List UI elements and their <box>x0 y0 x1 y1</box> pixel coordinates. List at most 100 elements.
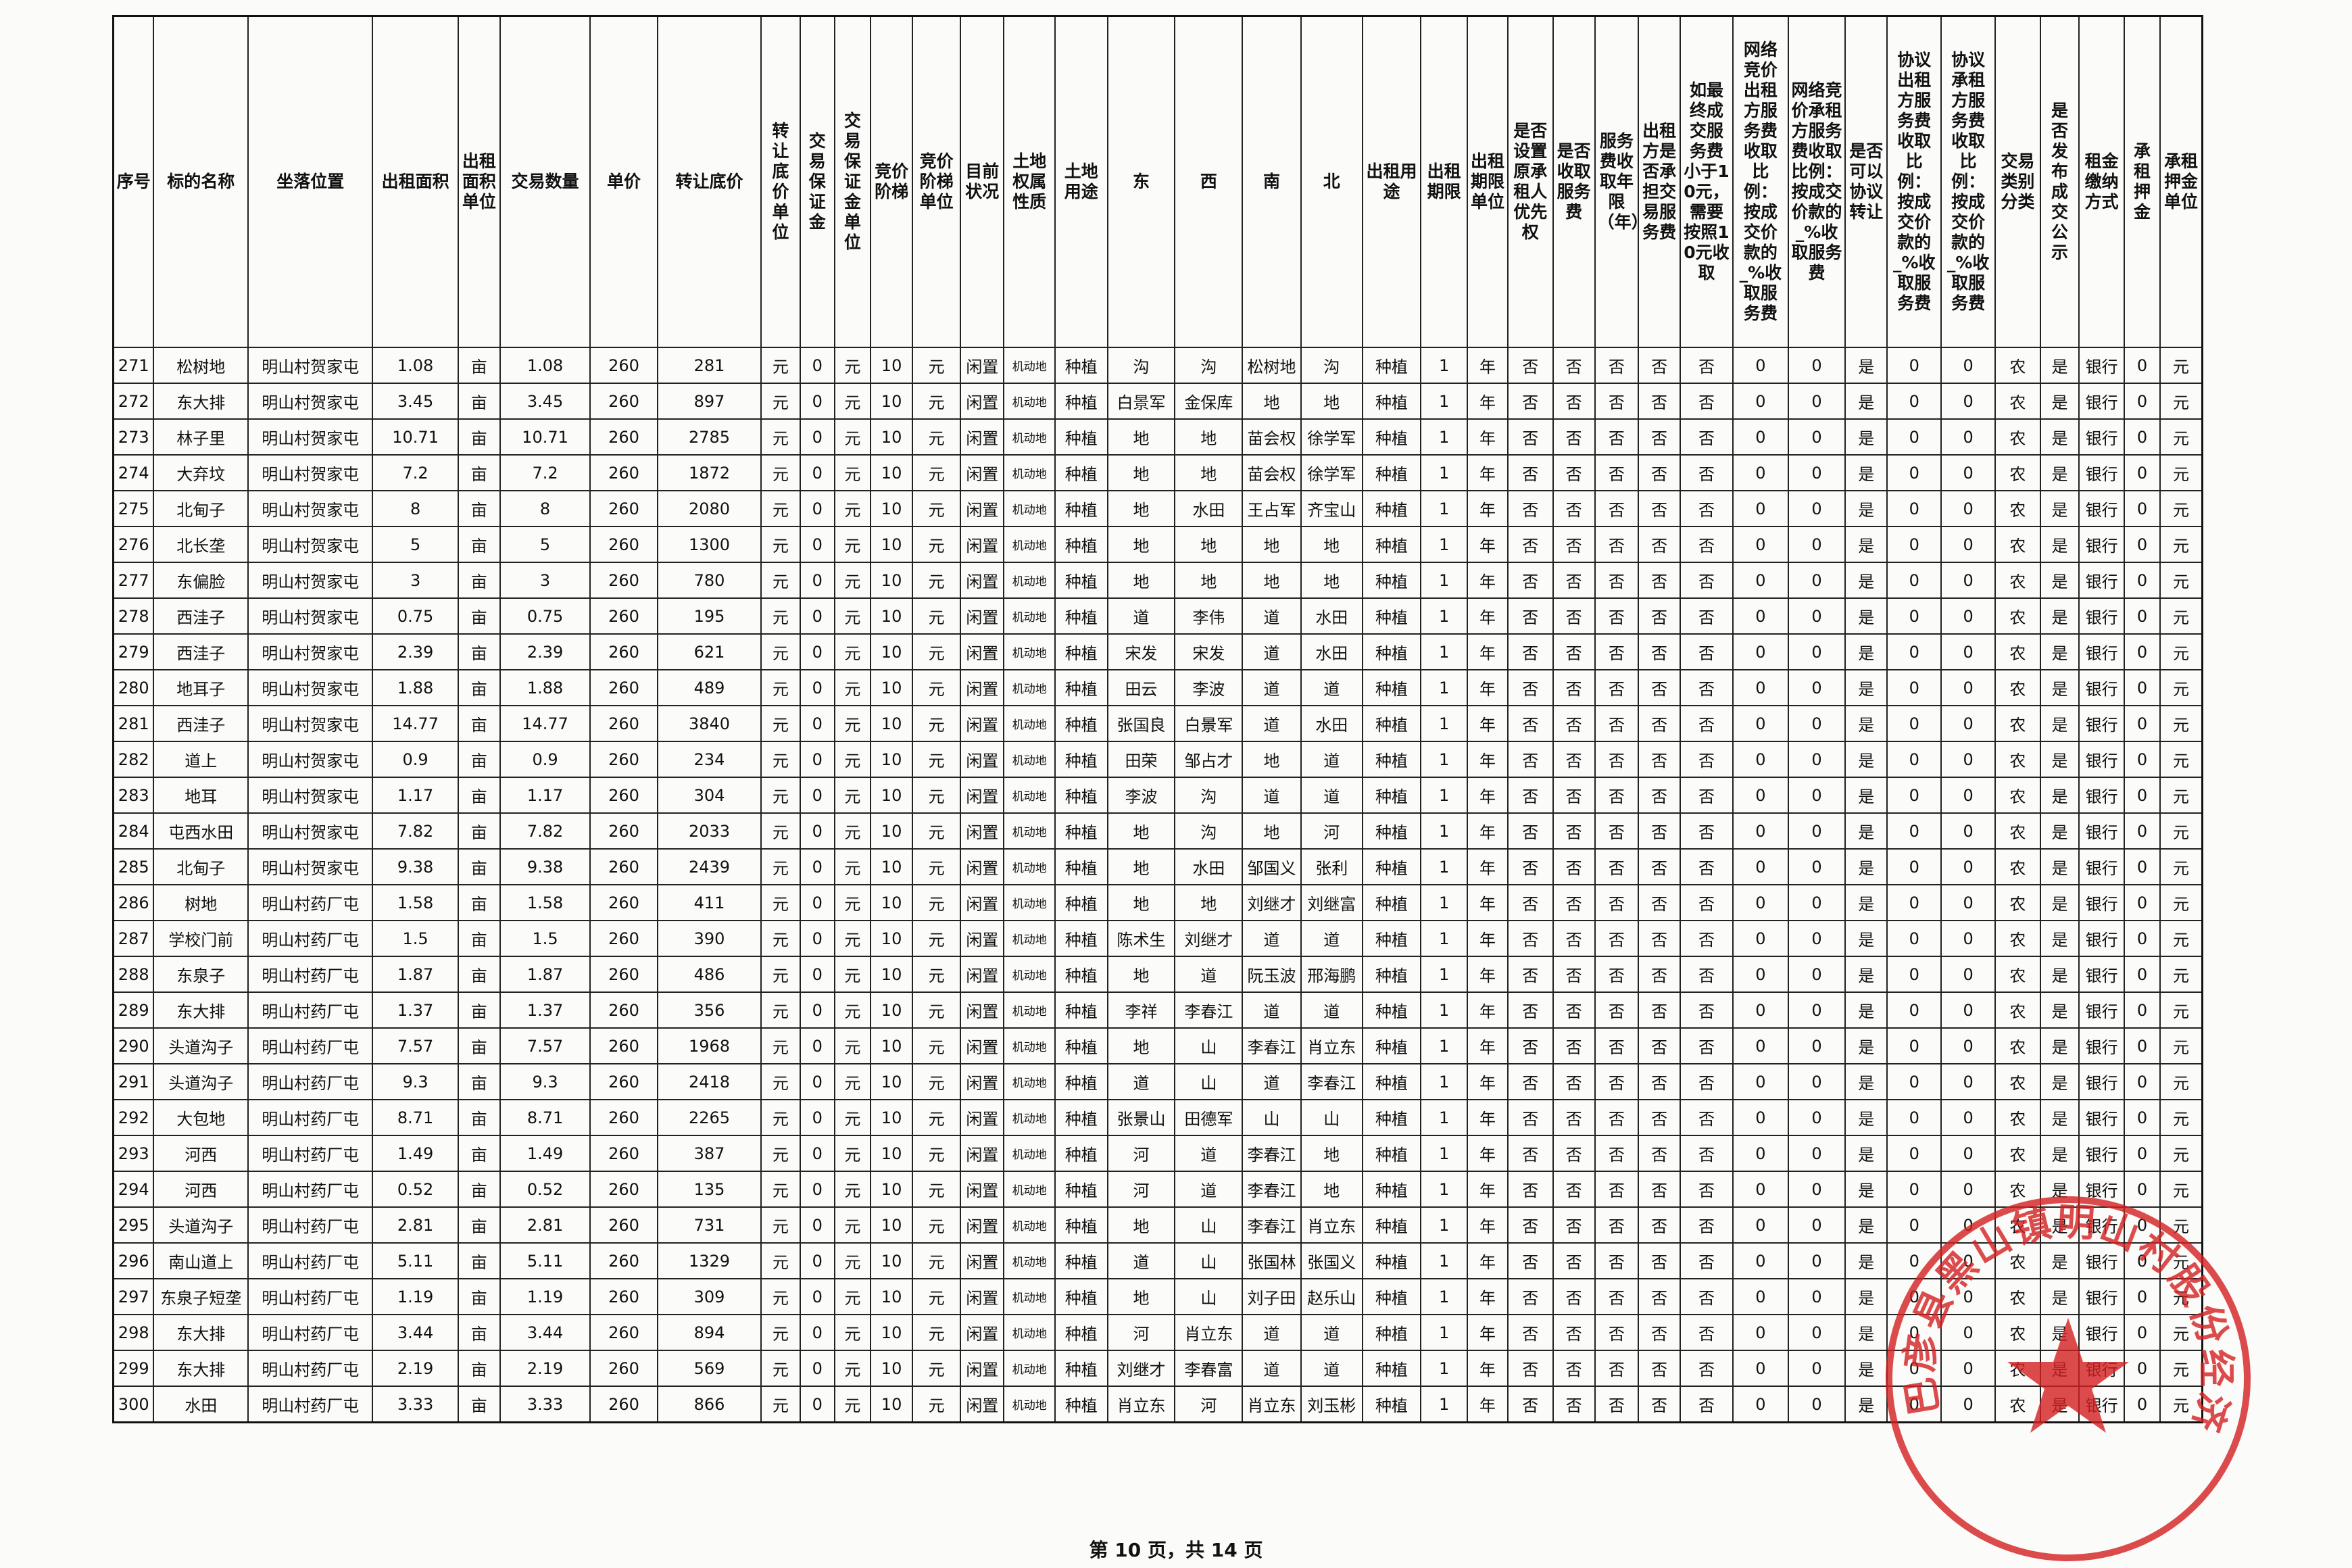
table-cell: 刘继富 <box>1300 884 1363 921</box>
table-cell: 0 <box>1732 1135 1789 1172</box>
table-cell: 否 <box>1680 562 1734 599</box>
table-cell: 1 <box>1420 848 1469 885</box>
table-cell: 0 <box>2123 1027 2161 1064</box>
table-cell: 0 <box>799 526 835 563</box>
table-cell: 291 <box>112 1063 155 1100</box>
table-cell: 河西 <box>153 1171 249 1208</box>
table-cell: 地 <box>1106 490 1176 527</box>
table-cell: 刘继才 <box>1106 1350 1176 1387</box>
table-cell: 种植 <box>1054 848 1108 885</box>
table-cell: 明山村药厂屯 <box>247 1099 374 1136</box>
table-cell: 1.17 <box>499 777 591 814</box>
table-cell: 0 <box>1787 562 1846 599</box>
table-cell: 1329 <box>656 1242 762 1279</box>
table-cell: 闲置 <box>960 920 1005 957</box>
table-cell: 0 <box>1940 383 1996 420</box>
table-cell: 闲置 <box>960 1171 1005 1208</box>
table-cell: 道 <box>1242 1314 1302 1351</box>
table-row: 274 大弃坟 明山村贺家屯 7.2 亩 7.2 260 1872 元 0 元 10 元闲置 机动地 种植地… <box>112 454 2203 491</box>
table-cell: 道 <box>1242 1063 1302 1100</box>
table-cell: 否 <box>1552 1386 1596 1423</box>
table-cell: 银行 <box>2078 490 2125 527</box>
table-cell: 亩 <box>457 991 501 1029</box>
table-cell: 河 <box>1300 812 1363 850</box>
table-cell: 否 <box>1638 1314 1682 1351</box>
table-cell: 0 <box>1940 1063 1996 1100</box>
table-cell: 0 <box>799 920 835 957</box>
table-cell: 0 <box>1886 1063 1942 1100</box>
table-cell: 0 <box>1886 347 1942 384</box>
table-cell: 否 <box>1680 1278 1734 1315</box>
column-header: 交易类别分类 <box>1994 15 2041 348</box>
table-cell: 否 <box>1638 884 1682 921</box>
table-cell: 否 <box>1594 956 1640 993</box>
table-cell: 1 <box>1420 490 1469 527</box>
table-cell: 0 <box>1732 633 1789 670</box>
table-cell: 否 <box>1680 490 1734 527</box>
table-row: 272 东大排 明山村贺家屯 3.45 亩 3.45 260 897 元 0 元 10 元闲置 机动地 种植… <box>112 383 2203 420</box>
table-cell: 0 <box>1787 1206 1846 1244</box>
column-header: 网络竞价出租方服务费收取比例：按成交价款的_%收取服务费 <box>1732 15 1789 348</box>
table-cell: 元 <box>833 526 872 563</box>
table-cell: 亩 <box>457 1206 501 1244</box>
table-cell: 明山村贺家屯 <box>247 777 374 814</box>
table-cell: 260 <box>589 669 658 706</box>
table-row: 279 西洼子 明山村贺家屯 2.39 亩 2.39 260 621 元 0 元 10 元闲置 机动地 种植… <box>112 633 2203 670</box>
table-cell: 银行 <box>2078 1027 2125 1064</box>
table-cell: 0 <box>1940 884 1996 921</box>
table-cell: 种植 <box>1361 956 1422 993</box>
table-cell: 否 <box>1506 884 1554 921</box>
table-cell: 否 <box>1594 1206 1640 1244</box>
table-cell: 是 <box>1844 1350 1888 1387</box>
table-cell: 元 <box>2159 347 2203 384</box>
table-cell: 是 <box>2039 347 2080 384</box>
table-cell: 明山村贺家屯 <box>247 418 374 456</box>
table-cell: 0 <box>799 956 835 993</box>
table-cell: 亩 <box>457 418 501 456</box>
table-cell: 0 <box>1787 1171 1846 1208</box>
table-cell: 元 <box>833 1206 872 1244</box>
table-cell: 277 <box>112 562 155 599</box>
table-cell: 农 <box>1994 1314 2041 1351</box>
table-cell: 1 <box>1420 633 1469 670</box>
table-cell: 3.33 <box>499 1386 591 1423</box>
table-cell: 0 <box>2123 705 2161 742</box>
table-cell: 地 <box>1174 884 1244 921</box>
table-cell: 0 <box>1732 848 1789 885</box>
table-cell: 明山村药厂屯 <box>247 1350 374 1387</box>
table-cell: 是 <box>1844 991 1888 1029</box>
table-cell: 种植 <box>1361 991 1422 1029</box>
table-cell: 种植 <box>1054 347 1108 384</box>
table-cell: 种植 <box>1361 490 1422 527</box>
table-cell: 否 <box>1594 884 1640 921</box>
table-cell: 否 <box>1638 526 1682 563</box>
table-cell: 元 <box>2159 991 2203 1029</box>
table-cell: 0 <box>1886 956 1942 993</box>
table-cell: 否 <box>1506 526 1554 563</box>
column-header: 坐落位置 <box>247 15 374 348</box>
table-cell: 明山村贺家屯 <box>247 562 374 599</box>
table-cell: 0 <box>2123 991 2161 1029</box>
table-cell: 否 <box>1638 418 1682 456</box>
table-cell: 年 <box>1467 418 1509 456</box>
table-cell: 否 <box>1506 1278 1554 1315</box>
table-cell: 沟 <box>1174 347 1244 384</box>
table-cell: 0 <box>1787 991 1846 1029</box>
table-cell: 288 <box>112 956 155 993</box>
table-cell: 390 <box>656 920 762 957</box>
table-cell: 银行 <box>2078 383 2125 420</box>
table-cell: 元 <box>912 1027 962 1064</box>
table-cell: 0 <box>2123 920 2161 957</box>
table-cell: 农 <box>1994 1027 2041 1064</box>
table-cell: 元 <box>2159 1278 2203 1315</box>
table-cell: 水田 <box>1174 848 1244 885</box>
table-cell: 否 <box>1506 633 1554 670</box>
table-cell: 0 <box>1787 1063 1846 1100</box>
table-cell: 元 <box>760 848 801 885</box>
table-cell: 元 <box>912 562 962 599</box>
table-cell: 2.39 <box>372 633 459 670</box>
table-cell: 否 <box>1506 418 1554 456</box>
table-cell: 地 <box>1300 526 1363 563</box>
table-cell: 否 <box>1594 418 1640 456</box>
table-cell: 种植 <box>1361 1099 1422 1136</box>
